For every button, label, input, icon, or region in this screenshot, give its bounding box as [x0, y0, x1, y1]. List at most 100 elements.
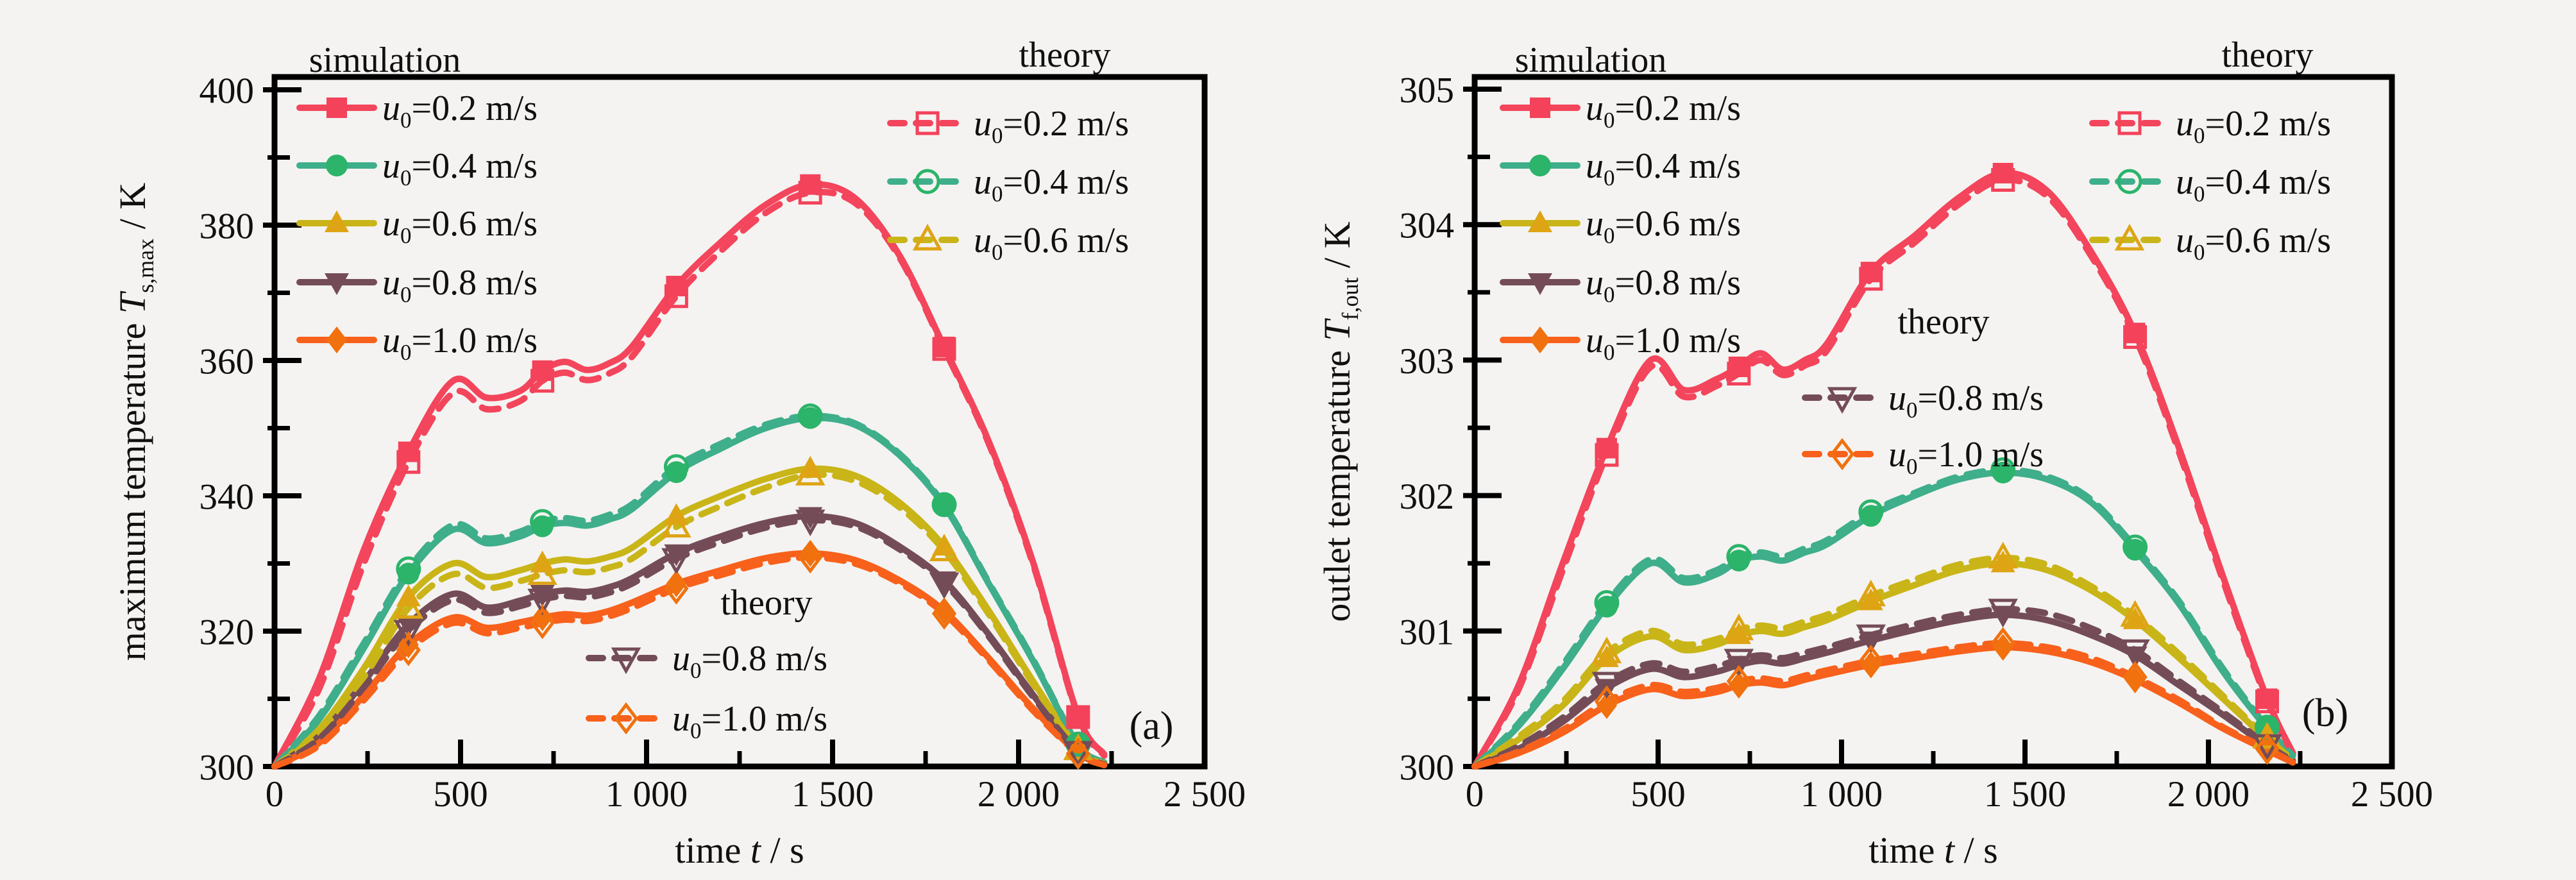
- series-a-theory--0-0.2-: [271, 189, 1108, 770]
- circle-marker-b-theory: [2255, 715, 2280, 740]
- y-tick-label: 360: [199, 342, 255, 382]
- legend-square-marker: [1530, 97, 1550, 118]
- diamond-marker-a-simulation: [800, 539, 821, 567]
- legend-entry-a-simulation-3: u0=0.8 m/s: [296, 263, 538, 307]
- legend-triangle-up-marker: [912, 223, 943, 251]
- legend-entry-label: u0=1.0 m/s: [1888, 435, 2044, 479]
- series-b-theory--0-0.4-: [1471, 466, 2296, 770]
- series-b-theory--0-1.0-: [1471, 639, 2296, 770]
- legend-theory-header: theory: [2221, 35, 2313, 75]
- legend-entry-label: u0=0.2 m/s: [974, 104, 1129, 148]
- x-tick-label: 500: [433, 774, 488, 815]
- square-marker-b-theory: [2255, 690, 2280, 714]
- square-marker-a-simulation: [800, 174, 821, 195]
- panel-tag-b: (b): [2302, 691, 2348, 735]
- legend-theory-inner-header: theory: [1897, 302, 1989, 342]
- diamond-marker-a-theory: [664, 572, 689, 605]
- x-axis-title-b: time t / s: [1868, 829, 1997, 871]
- triangle-up-marker-b-theory: [1856, 579, 1886, 607]
- triangle-up-marker-a-theory: [929, 534, 960, 561]
- legend-entry-a-theory-1: u0=0.4 m/s: [887, 162, 1129, 207]
- legend-entry-b-simulation-4: u0=1.0 m/s: [1500, 321, 1741, 365]
- triangle-up-marker-a-theory: [393, 592, 424, 619]
- legend-entry-label: u0=0.4 m/s: [2176, 162, 2331, 207]
- diamond-marker-b-theory: [1726, 664, 1751, 698]
- triangle-up-marker-b-theory: [1988, 541, 2018, 569]
- square-marker-a-theory: [530, 369, 555, 393]
- square-marker-a-theory: [396, 450, 421, 474]
- triangle-down-marker-a-theory: [393, 620, 424, 647]
- circle-marker-b-theory: [1594, 589, 1620, 615]
- legend-theory-inner-b: theory u0=0.8 m/s u0=1.0 m/s: [1802, 302, 2044, 479]
- square-marker-b-theory: [1595, 443, 1619, 467]
- x-axis-a: 0 500 1 000 1 500 2 000 2 500 time t / s: [266, 740, 1246, 871]
- square-marker-a-theory: [664, 284, 688, 309]
- y-tick-label: 305: [1400, 71, 1455, 111]
- legend-simulation-header: simulation: [309, 40, 461, 80]
- y-tick-label: 301: [1400, 612, 1455, 652]
- legend-entry-label: u0=1.0 m/s: [1586, 321, 1741, 365]
- square-marker-a-theory: [798, 180, 822, 205]
- diamond-marker-b-theory: [1858, 645, 1883, 677]
- circle-marker-a-theory: [931, 492, 957, 518]
- triangle-down-marker-b-theory: [2120, 639, 2150, 666]
- legend-diamond-marker: [326, 326, 347, 353]
- square-marker-a-theory: [932, 337, 956, 361]
- legend-square-marker: [915, 111, 940, 135]
- square-marker-b-theory: [1859, 267, 1883, 291]
- legend-theory-topright-a: theory u0=0.2 m/s u0=0.4 m/s u0=0.6 m/s: [887, 35, 1129, 265]
- diamond-marker-b-simulation: [1728, 672, 1749, 699]
- square-marker-b-simulation: [1992, 162, 2013, 183]
- legend-entry-label: u0=0.4 m/s: [974, 162, 1129, 207]
- triangle-down-marker-a-theory: [795, 509, 826, 537]
- diamond-marker-b-theory: [2255, 732, 2280, 765]
- legend-entry-label: u0=0.6 m/s: [1586, 204, 1741, 248]
- legend-entry-label: u0=1.0 m/s: [672, 699, 827, 743]
- triangle-up-marker-b-theory: [1591, 636, 1622, 664]
- triangle-down-marker-a-theory: [527, 588, 557, 616]
- legend-entry-label: u0=0.4 m/s: [1586, 146, 1741, 190]
- legend-entry-label: u0=0.8 m/s: [382, 263, 538, 307]
- diamond-marker-a-simulation: [532, 604, 553, 631]
- y-tick-label: 304: [1400, 206, 1455, 246]
- y-tick-label: 300: [1400, 748, 1455, 788]
- legend-entry-label: u0=0.8 m/s: [1586, 263, 1741, 307]
- diamond-marker-a-theory: [530, 607, 555, 639]
- legend-entry-label: u0=0.6 m/s: [382, 204, 538, 248]
- triangle-up-marker-a-theory: [527, 558, 557, 585]
- legend-entry-b-theory-0: u0=0.2 m/s: [2089, 104, 2331, 148]
- diamond-marker-a-theory: [396, 634, 421, 666]
- square-marker-b-theory: [1991, 168, 2015, 192]
- diamond-marker-b-simulation: [1992, 634, 2013, 661]
- triangle-up-marker-a-theory: [661, 511, 691, 538]
- triangle-down-marker-b-theory: [1591, 672, 1622, 699]
- legend-circle-marker: [2117, 169, 2142, 194]
- y-axis-a: 300 320 340 360 380 400 maximum temperature Ts…: [112, 71, 301, 788]
- x-tick-label: 1 500: [1984, 774, 2066, 815]
- legend-theory-inner-header: theory: [720, 583, 812, 623]
- legend-entry-a-theory-2: u0=0.6 m/s: [887, 221, 1129, 265]
- y-tick-label: 300: [199, 748, 255, 788]
- y-axis-title-a: maximum temperature Ts,max / K: [112, 183, 158, 661]
- x-axis-title-a: time t / s: [675, 829, 804, 871]
- triangle-down-marker-b-theory: [1724, 648, 1754, 676]
- legend-square-marker: [2117, 111, 2142, 135]
- legend-triangle-down-marker: [1528, 273, 1552, 295]
- diamond-marker-a-simulation: [934, 597, 954, 625]
- legend-entry-b-simulation-2: u0=0.6 m/s: [1500, 204, 1741, 248]
- diamond-marker-a-theory: [798, 541, 823, 574]
- legend-theory-inner-a: theory u0=0.8 m/s u0=1.0 m/s: [586, 583, 827, 743]
- legend-entry-a-simulation-4: u0=1.0 m/s: [296, 321, 538, 365]
- square-marker-b-simulation: [1860, 262, 1881, 283]
- diamond-marker-b-simulation: [1596, 691, 1617, 719]
- legend-entry-a-theory-0: u0=0.8 m/s: [586, 639, 827, 683]
- x-tick-label: 0: [1466, 774, 1484, 815]
- legend-circle-marker: [326, 155, 348, 176]
- markers-a: [393, 174, 1094, 770]
- markers-b: [1591, 162, 2282, 765]
- legend-simulation-b: simulation u0=0.2 m/s u0=0.4 m/s u0=0.6 m/s…: [1500, 40, 1741, 365]
- square-marker-b-simulation: [1728, 356, 1749, 377]
- circle-marker-a-theory: [663, 454, 689, 480]
- legend-entry-b-theory-2: u0=0.6 m/s: [2089, 221, 2331, 265]
- legend-square-marker: [326, 97, 347, 118]
